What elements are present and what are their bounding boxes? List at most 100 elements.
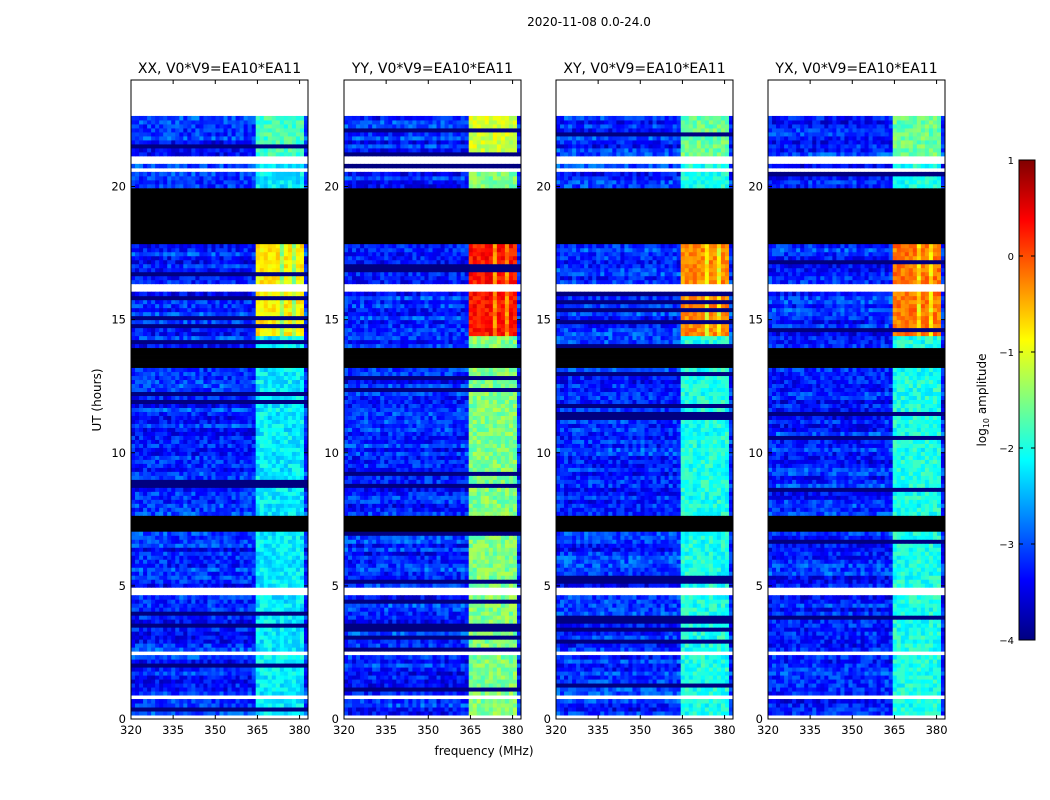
heatmap-cell: [203, 539, 208, 544]
heatmap-cell: [287, 335, 293, 341]
heatmap-cell: [239, 635, 245, 640]
heatmap-cell: [287, 407, 293, 412]
heatmap-cell: [247, 319, 253, 325]
heatmap-cell: [267, 659, 273, 664]
heatmap-cell: [179, 619, 184, 624]
heatmap-cell: [175, 367, 180, 373]
heatmap-cell: [239, 395, 245, 400]
heatmap-cell: [135, 611, 140, 616]
heatmap-cell: [287, 163, 293, 169]
heatmap-cell: [143, 535, 148, 540]
heatmap-cell: [183, 147, 188, 153]
heatmap-cell: [287, 395, 293, 400]
heatmap-cell: [131, 683, 136, 688]
heatmap-cell: [239, 627, 245, 632]
heatmap-cell: [279, 639, 285, 644]
heatmap-cell: [147, 615, 152, 620]
heatmap-cell: [211, 691, 216, 696]
heatmap-cell: [207, 683, 212, 688]
heatmap-cell: [287, 507, 293, 512]
heatmap-cell: [275, 611, 281, 616]
heatmap-cell: [243, 671, 249, 676]
heatmap-cell: [187, 383, 192, 389]
heatmap-cell: [243, 539, 249, 544]
heatmap-cell: [271, 667, 277, 672]
heatmap-cell: [303, 399, 308, 404]
heatmap-cell: [191, 647, 196, 652]
heatmap-cell: [215, 643, 220, 648]
heatmap-cell: [235, 335, 241, 341]
heatmap-cell: [199, 383, 204, 389]
heatmap-cell: [183, 631, 188, 636]
heatmap-cell: [135, 655, 140, 660]
heatmap-cell: [283, 431, 289, 436]
heatmap-cell: [143, 679, 148, 684]
heatmap-cell: [175, 499, 180, 504]
heatmap-cell: [139, 179, 144, 185]
heatmap-cell: [163, 595, 168, 600]
heatmap-cell: [171, 295, 176, 301]
heatmap-cell: [175, 483, 180, 488]
heatmap-cell: [171, 375, 176, 381]
heatmap-cell: [295, 667, 301, 672]
heatmap-cell: [163, 151, 168, 157]
heatmap-cell: [279, 331, 285, 337]
heatmap-cell: [139, 491, 144, 496]
heatmap-cell: [235, 679, 241, 684]
heatmap-cell: [155, 427, 160, 432]
heatmap-cell: [139, 543, 144, 548]
heatmap-cell: [271, 451, 277, 456]
heatmap-cell: [207, 635, 212, 640]
heatmap-cell: [295, 435, 301, 440]
heatmap-cell: [251, 691, 257, 696]
heatmap-cell: [179, 367, 184, 373]
heatmap-cell: [139, 367, 144, 373]
heatmap-cell: [187, 335, 192, 341]
heatmap-cell: [227, 607, 233, 612]
heatmap-cell: [283, 711, 289, 716]
heatmap-cell: [167, 415, 172, 420]
heatmap-cell: [131, 339, 136, 345]
heatmap-cell: [191, 607, 196, 612]
heatmap-cell: [263, 463, 269, 468]
heatmap-cell: [143, 671, 148, 676]
heatmap-cell: [219, 459, 225, 464]
heatmap-cell: [263, 563, 269, 568]
heatmap-cell: [211, 371, 216, 377]
heatmap-cell: [295, 295, 301, 301]
heatmap-cell: [183, 643, 188, 648]
heatmap-cell: [255, 579, 261, 584]
heatmap-cell: [171, 671, 176, 676]
heatmap-cell: [167, 375, 172, 381]
heatmap-cell: [247, 567, 253, 572]
heatmap-cell: [179, 403, 184, 408]
heatmap-cell: [255, 323, 261, 329]
heatmap-cell: [135, 291, 140, 297]
heatmap-cell: [227, 183, 233, 189]
heatmap-cell: [291, 603, 297, 608]
heatmap-cell: [131, 663, 136, 668]
heatmap-cell: [283, 135, 289, 141]
heatmap-cell: [259, 399, 265, 404]
heatmap-cell: [187, 135, 192, 141]
heatmap-cell: [231, 547, 237, 552]
heatmap-cell: [159, 571, 164, 576]
heatmap-cell: [135, 323, 140, 329]
heatmap-cell: [159, 139, 164, 145]
heatmap-cell: [295, 271, 301, 277]
heatmap-cell: [299, 691, 305, 696]
heatmap-cell: [271, 607, 277, 612]
heatmap-cell: [251, 623, 257, 628]
heatmap-cell: [175, 311, 180, 317]
heatmap-cell: [303, 367, 308, 373]
heatmap-cell: [295, 375, 301, 381]
heatmap-cell: [239, 607, 245, 612]
heatmap-cell: [227, 427, 233, 432]
heatmap-cell: [187, 331, 192, 337]
heatmap-cell: [203, 383, 208, 389]
heatmap-cell: [199, 135, 204, 141]
heatmap-cell: [239, 655, 245, 660]
heatmap-cell: [143, 691, 148, 696]
heatmap-cell: [191, 603, 196, 608]
heatmap-cell: [263, 583, 269, 588]
